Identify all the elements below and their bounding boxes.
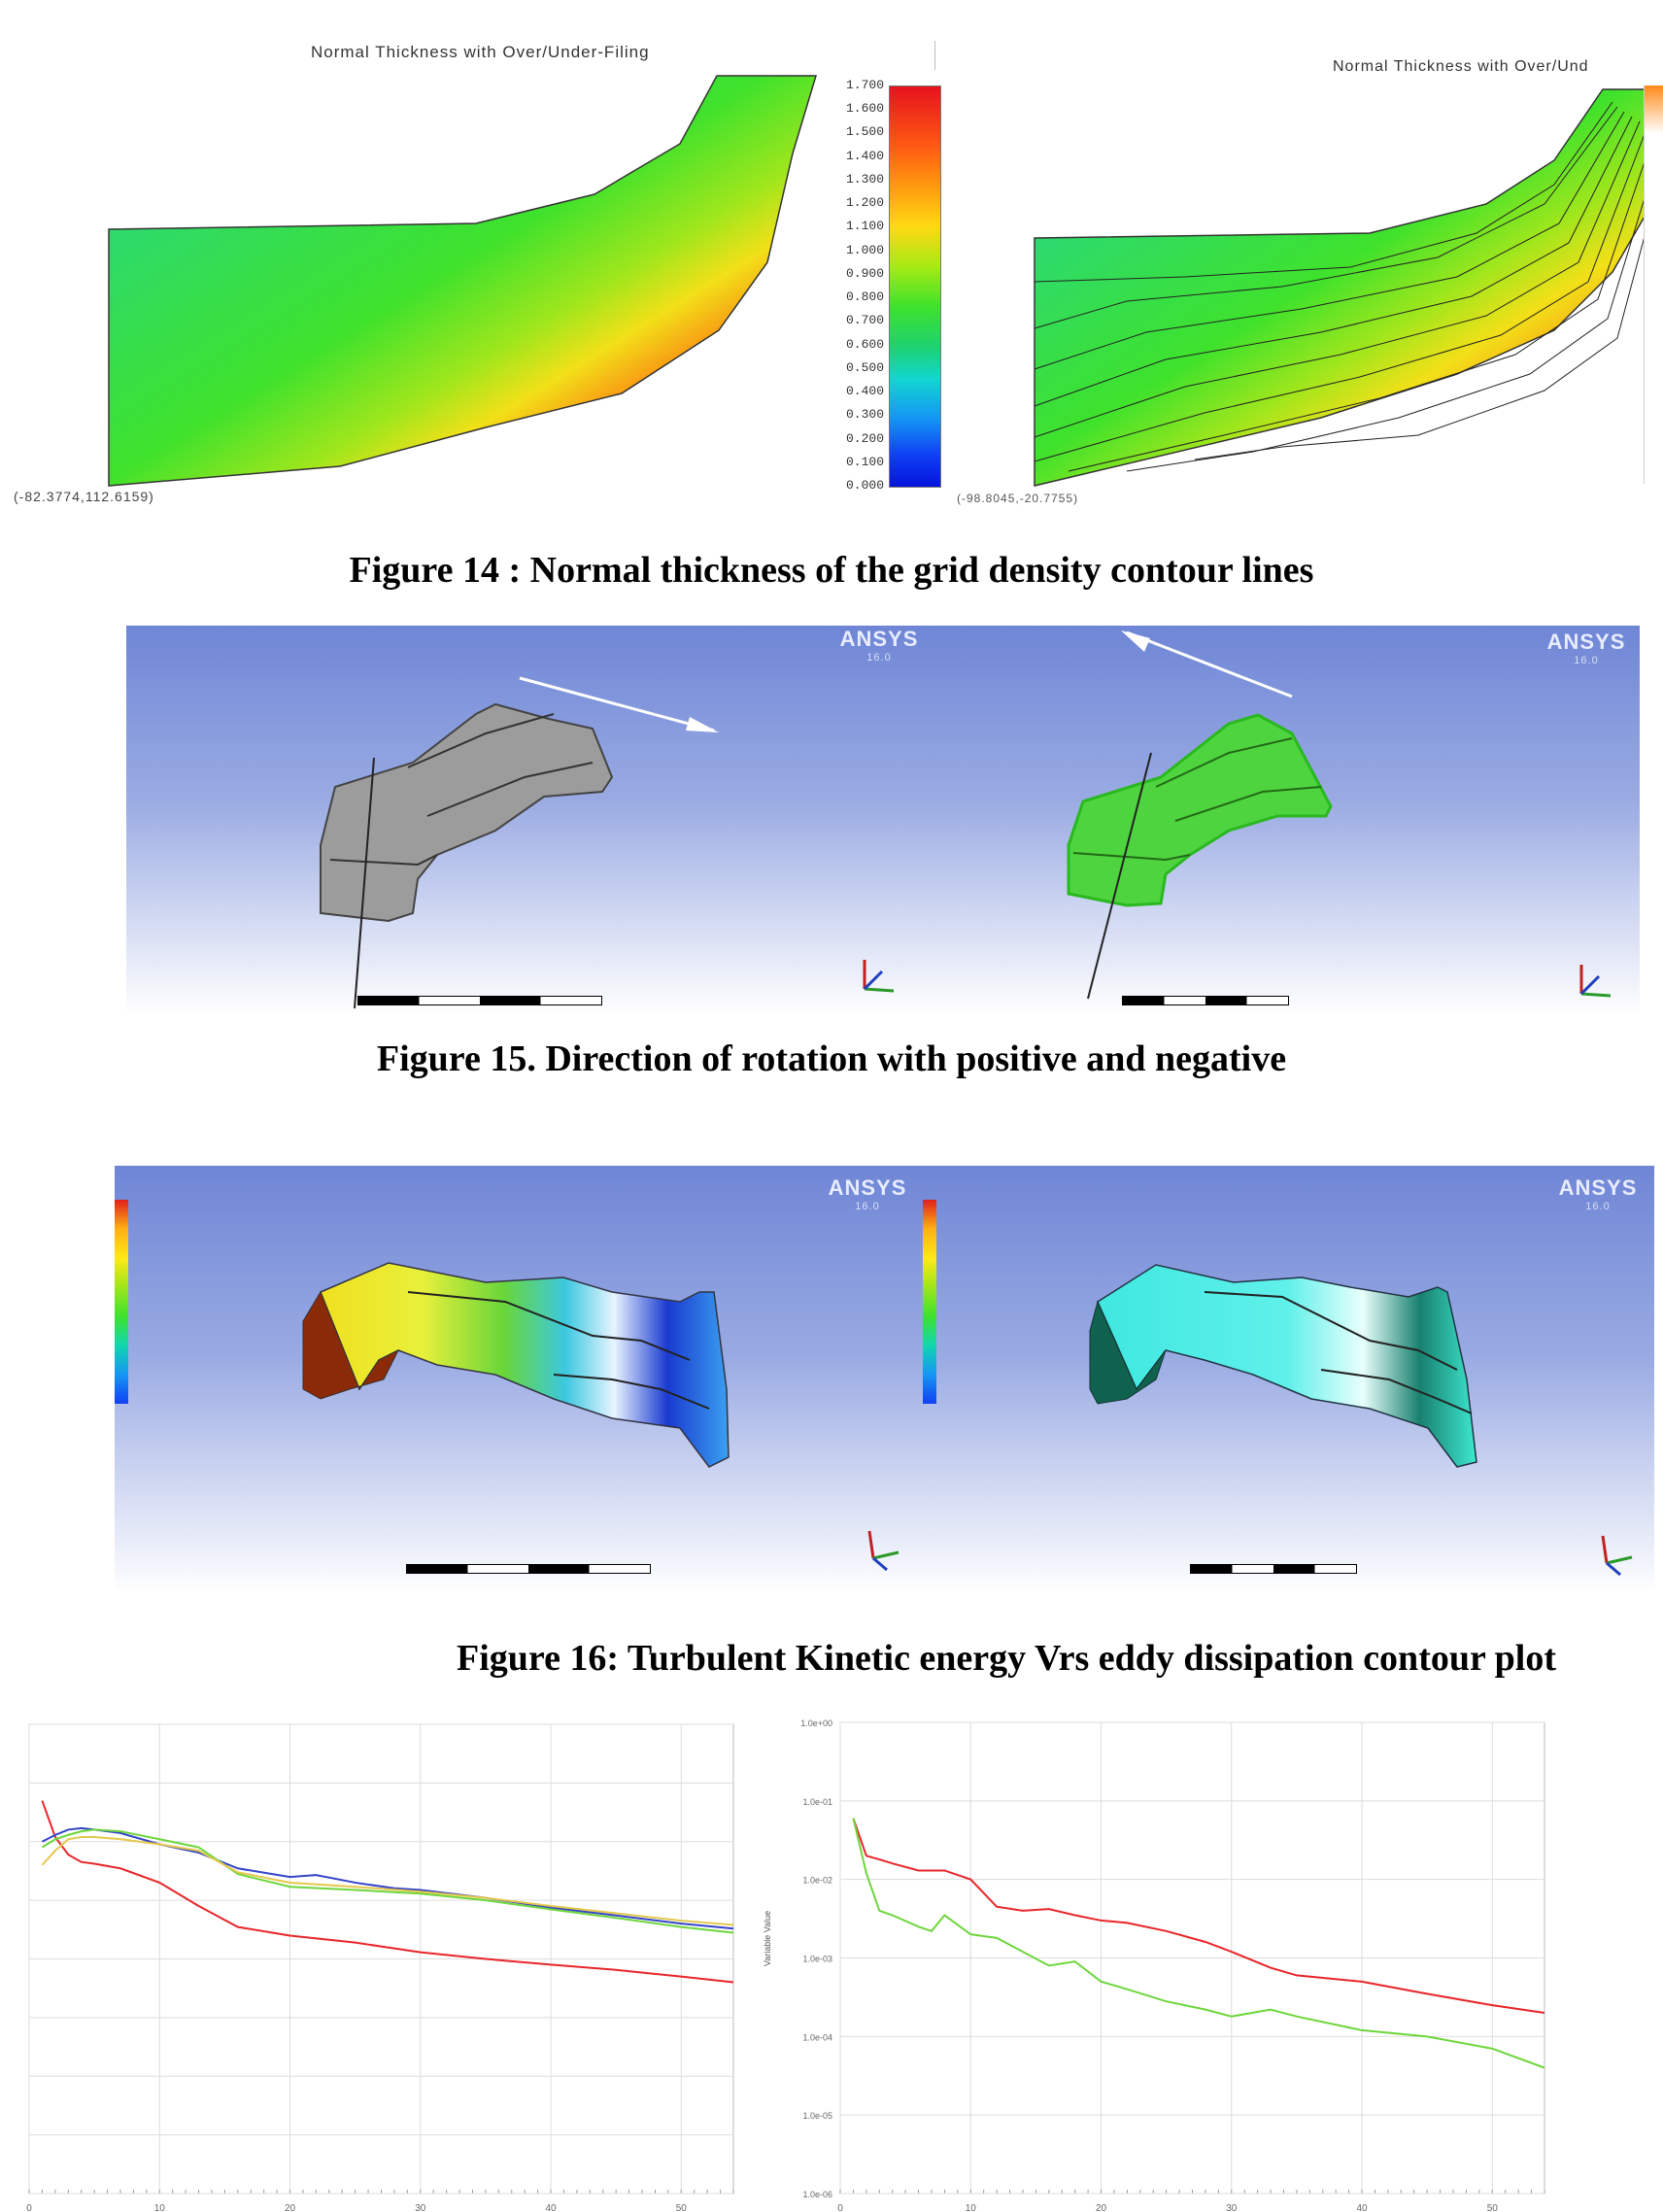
colorbar-tick-label: 0.200 [845,430,884,446]
fig15-right-ansys-logo: ANSYS 16.0 [1533,630,1640,666]
fig16-caption: Figure 16: Turbulent Kinetic energy Vrs … [456,1638,1557,1679]
colorbar-tick-label: 0.800 [845,289,884,305]
fig15-left-logo-version: 16.0 [866,652,892,664]
x-tick-label: 50 [676,2203,688,2212]
colorbar-tick-label: 0.600 [845,336,884,352]
fig16-left-model [302,1262,730,1468]
fig14-caption: Figure 14 : Normal thickness of the grid… [349,550,1314,591]
series-line [852,1818,1545,2014]
fig15-left-rotation-arrow [519,676,719,732]
series-line [41,1828,734,1934]
colorbar-tick-label: 1.200 [845,195,884,211]
y-tick-label: 1.0e-02 [802,1876,832,1886]
fig16-left-logo-version: 16.0 [855,1201,880,1212]
fig16-left-logo-text: ANSYS [828,1175,907,1200]
series-line [852,1818,1545,2069]
fig16-left-axis-triad-icon [867,1530,899,1572]
fig15-left-logo-text: ANSYS [839,627,919,651]
fig14-left-contour [108,75,818,487]
x-tick-label: 40 [1356,2203,1368,2212]
x-tick-label: 30 [415,2203,426,2212]
colorbar-tick-label: 0.400 [845,384,884,399]
fig15-right-rotation-arrow [1121,630,1293,698]
x-tick-label: 50 [1487,2203,1499,2212]
y-tick-label: 1.0e-03 [802,1955,832,1964]
colorbar-tick-label: 0.100 [845,454,884,469]
y-tick-label: 1.0e-06 [802,2190,832,2199]
y-tick-label: 1.0e-05 [802,2111,832,2121]
y-tick-label: 1.0e-04 [802,2032,832,2042]
fig14-left-title: Normal Thickness with Over/Under-Filing [311,43,650,61]
fig15-right-scale-bar [1122,996,1289,1005]
fig16-right-model [1089,1264,1477,1468]
fig15-left-ansys-logo: ANSYS 16.0 [826,627,933,664]
x-tick-label: 10 [966,2203,977,2212]
fig15-right-logo-text: ANSYS [1546,630,1626,654]
fig14-left-title-underline [934,41,935,70]
fig14-colorbar-ticks: 1.700 1.600 1.500 1.400 1.300 1.200 1.100 1.000… [816,78,894,495]
series-line [41,1826,734,1930]
fig16-left-ansys-logo: ANSYS 16.0 [814,1175,921,1212]
fig16-right-ansys-logo: ANSYS 16.0 [1544,1175,1651,1212]
residual-chart-right: 0 10 20 30 40 50 1.0e+00 1.0e-01 1.0e-02 1.0e-03 1… [763,1719,1545,2212]
y-tick-label: 1.0e-01 [802,1797,832,1807]
colorbar-tick-label: 0.900 [845,265,884,281]
colorbar-tick-label: 1.300 [845,171,884,187]
fig14-right-coord: (-98.8045,-20.7755) [957,492,1079,505]
fig14-colorbar [889,85,941,488]
colorbar-tick-label: 1.400 [845,148,884,163]
colorbar-tick-label: 1.500 [845,124,884,140]
colorbar-tick-label: 1.100 [845,219,884,234]
fig15-left-model [320,702,614,1009]
y-axis-label: Variable Value [763,1911,772,1966]
fig14-right-title: Normal Thickness with Over/Und [1333,58,1589,75]
fig16-left-scale-bar [406,1564,651,1574]
x-tick-label: 30 [1226,2203,1238,2212]
x-tick-label: 0 [837,2203,843,2212]
x-tick-label: 20 [285,2203,296,2212]
fig14-right-colorbar-edge [1644,85,1663,484]
colorbar-tick-label: 0.000 [845,478,884,493]
fig15-right-axis-triad-icon [1579,965,1612,998]
colorbar-tick-label: 0.300 [845,407,884,423]
fig14-left-coord: (-82.3774,112.6159) [14,489,154,504]
fig15-right-model [1067,713,1333,1000]
fig16-right-legend-colorbar [923,1200,936,1404]
x-tick-label: 40 [545,2203,557,2212]
fig15-right-logo-version: 16.0 [1574,655,1599,666]
fig16-right-scale-bar [1190,1564,1357,1574]
series-line [41,1800,734,1984]
fig16-right-axis-triad-icon [1601,1535,1633,1577]
colorbar-tick-label: 1.600 [845,101,884,117]
colorbar-tick-label: 1.700 [845,78,884,92]
colorbar-tick-label: 1.000 [845,242,884,257]
series-line [41,1835,734,1926]
residual-chart-left: 01020304050Accumulated Time Step [26,1723,734,2212]
x-tick-label: 20 [1096,2203,1107,2212]
fig15-left-axis-triad-icon [863,960,895,993]
y-tick-label: 1.0e+00 [800,1719,832,1728]
fig14-right-contour [1034,88,1663,487]
fig15-caption: Figure 15. Direction of rotation with po… [376,1038,1287,1079]
fig16-left-legend-colorbar [115,1200,128,1404]
colorbar-tick-label: 0.500 [845,359,884,375]
x-tick-label: 0 [26,2203,32,2212]
x-tick-label: 10 [154,2203,166,2212]
fig15-left-scale-bar [357,996,602,1005]
fig16-right-logo-version: 16.0 [1585,1201,1611,1212]
colorbar-tick-label: 0.700 [845,313,884,328]
fig16-right-logo-text: ANSYS [1558,1175,1638,1200]
